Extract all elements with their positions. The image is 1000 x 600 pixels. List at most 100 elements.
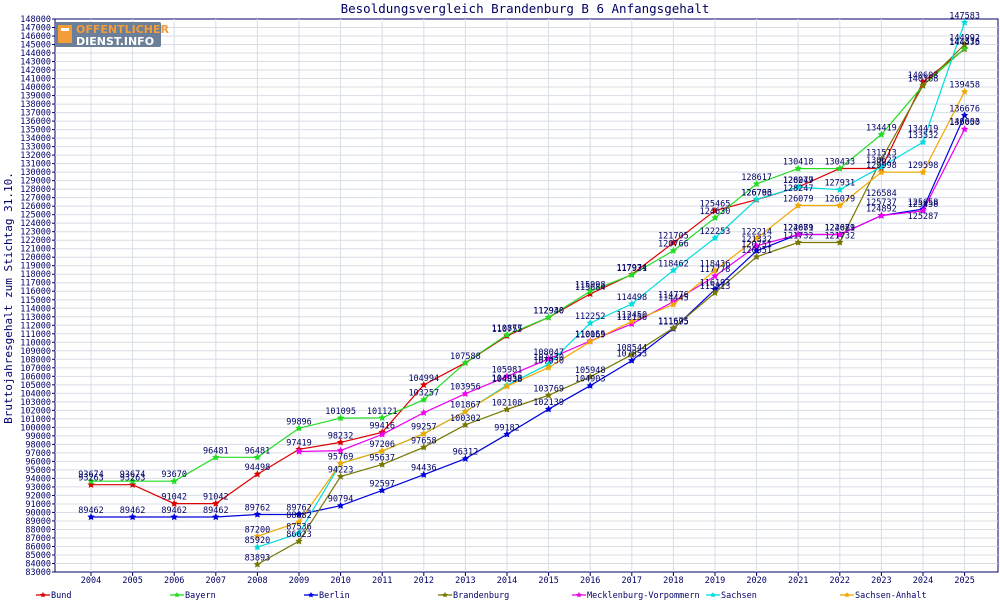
data-point [877,211,886,219]
data-label: 115813 [700,282,731,292]
data-point [628,300,636,308]
data-label: 97658 [411,436,437,446]
data-label: 101867 [450,400,481,410]
data-label: 103769 [533,384,564,394]
data-label: 125458 [908,200,939,210]
data-point [170,499,178,507]
data-label: 93263 [120,474,146,484]
data-label: 85920 [245,536,271,546]
data-point [628,317,636,325]
x-tick-label: 2020 [746,576,766,586]
data-label: 91042 [161,493,187,503]
data-point [586,337,594,345]
data-label: 118462 [658,259,689,269]
y-tick-label: 134000 [20,134,51,144]
data-label: 102108 [492,398,523,408]
data-point [794,230,802,238]
data-point [919,81,927,89]
data-label: 140603 [949,117,980,127]
data-label: 94223 [328,466,354,476]
series-line-2 [91,48,965,482]
data-label: 93263 [78,474,104,484]
y-tick-label: 102000 [20,406,51,416]
legend-label-6: Sachsen [721,591,757,600]
x-tick-label: 2023 [871,576,891,586]
data-point [836,238,844,246]
data-label: 126763 [741,189,772,199]
data-point [544,363,553,371]
y-tick-label: 144000 [20,49,51,59]
data-label: 90794 [328,495,354,505]
data-point [87,480,95,488]
data-point [752,179,761,188]
data-point [378,460,386,468]
data-label: 91042 [203,493,229,503]
data-point [461,389,470,397]
legend: Bund Bayern Berlin Brandenburg Mecklenburg-V… [36,591,927,600]
data-point [794,164,802,172]
data-label: 97206 [369,440,395,450]
data-label: 99257 [411,423,437,433]
data-point [794,183,802,191]
y-tick-label: 146000 [20,32,51,42]
data-label: 131513 [866,148,897,158]
data-point [420,380,428,389]
y-tick-label: 99000 [25,432,51,442]
data-point [212,499,220,507]
x-tick-label: 2006 [164,576,184,586]
logo-line2: DIENST.INFO [76,35,154,48]
y-tick-label: 97000 [25,449,51,459]
data-label: 126796 [741,188,772,198]
x-tick-label: 2005 [122,576,142,586]
data-label: 89762 [245,503,271,513]
series-line-4 [257,44,966,565]
x-tick-label: 2012 [414,576,434,586]
y-tick-label: 103000 [20,398,51,408]
data-label: 117974 [616,263,647,273]
data-label: 94436 [411,464,437,474]
data-point [752,246,761,254]
data-label: 112252 [575,312,606,322]
data-point [295,424,303,432]
data-label: 88882 [286,511,312,521]
data-point [253,543,262,551]
y-tick-label: 90000 [25,508,51,518]
data-label: 107030 [533,357,564,367]
y-tick-label: 117000 [20,279,51,289]
data-point [128,477,137,485]
y-tick-label: 138000 [20,100,51,110]
data-label: 98232 [328,431,354,441]
data-point [378,413,386,421]
legend-marker-7 [844,592,850,598]
x-tick-label: 2021 [788,576,808,586]
data-point [836,185,844,193]
y-tick-label: 118000 [20,270,51,280]
data-label: 122671 [783,223,814,233]
data-point [752,241,761,250]
data-label: 134419 [908,125,939,135]
data-point [420,443,428,451]
data-label: 89462 [161,506,187,516]
data-point [336,501,345,509]
data-label: 114445 [658,293,689,303]
data-point [503,330,511,338]
data-label: 107853 [616,350,647,360]
data-label: 108047 [533,348,564,358]
data-label: 96481 [203,446,229,456]
data-label: 103257 [408,389,439,399]
data-point [128,480,137,488]
data-label: 83893 [245,553,271,563]
data-label: 140168 [908,75,939,85]
legend-label-7: Sachsen-Anhalt [855,591,927,600]
data-point [212,453,220,461]
legend-label-4: Brandenburg [453,591,509,600]
y-tick-label: 110000 [20,338,51,348]
data-point [295,510,303,518]
data-label: 110755 [492,325,523,335]
data-label: 144475 [949,38,980,48]
data-point [87,513,95,521]
data-label: 96312 [453,448,479,458]
y-tick-label: 106000 [20,372,51,382]
data-label: 124089 [783,223,814,233]
data-label: 120751 [741,240,772,250]
